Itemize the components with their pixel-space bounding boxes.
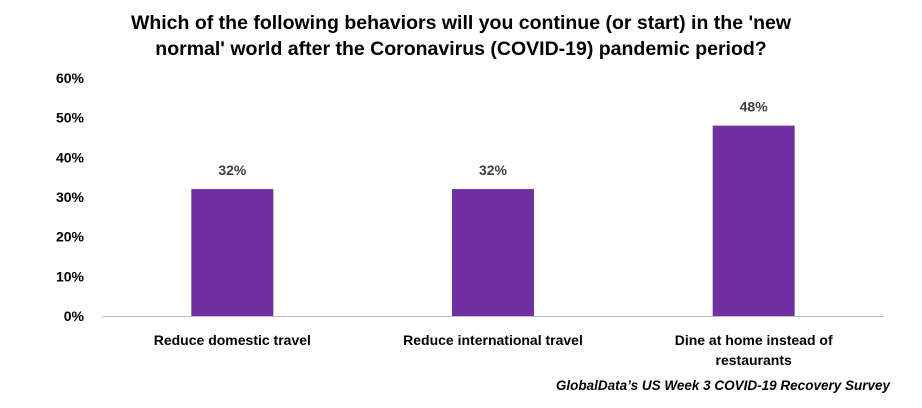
bar (452, 189, 534, 316)
data-label: 48% (740, 99, 769, 115)
x-tick-label: restaurants (716, 352, 792, 368)
x-tick-label: Dine at home instead of (675, 332, 833, 348)
x-tick-label: Reduce domestic travel (154, 332, 311, 348)
bar (712, 125, 795, 316)
bar (191, 189, 274, 316)
y-tick-label: 30% (56, 189, 85, 205)
chart-title: Which of the following behaviors will yo… (40, 10, 882, 62)
y-tick-label: 40% (56, 149, 85, 165)
y-tick-label: 50% (56, 110, 85, 126)
chart-title-line-1: Which of the following behaviors will yo… (130, 12, 792, 34)
data-label: 32% (218, 162, 247, 178)
source-note: GlobalData’s US Week 3 COVID-19 Recovery… (555, 378, 890, 393)
y-tick-label: 20% (56, 229, 85, 245)
y-tick-label: 10% (56, 268, 85, 284)
y-tick-label: 60% (56, 70, 85, 86)
x-tick-label: Reduce international travel (403, 332, 583, 348)
y-tick-label: 0% (64, 308, 85, 324)
data-label: 32% (479, 162, 508, 178)
chart-title-line-2: normal' world after the Coronavirus (COV… (155, 38, 767, 60)
